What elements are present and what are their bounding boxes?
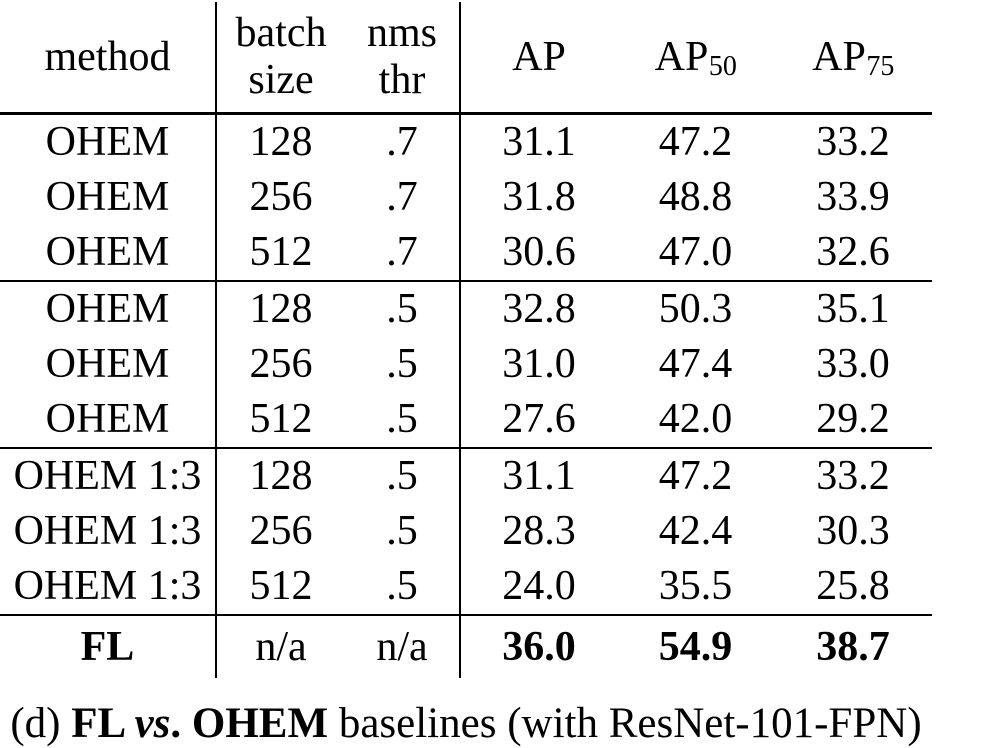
cell-batch-size: 128 [216,447,345,504]
cell-method: OHEM [0,337,217,392]
header-method-label: method [44,34,171,80]
cell-ap50: 42.0 [658,396,733,442]
cell-batch-size: 512 [249,396,313,442]
cell-ap: 31.8 [502,174,576,220]
table-row: OHEM 128 .7 31.1 47.2 33.2 [0,113,932,170]
caption-part: . [170,700,192,747]
cell-ap: 31.1 [502,119,576,165]
cell-ap75: 33.2 [816,119,890,165]
header-ap75-base: AP [812,34,866,80]
header-batch-size: batch size [216,2,345,115]
cell-ap75: 33.0 [816,341,890,387]
cell-method: OHEM [0,392,217,448]
header-nms-line1: nms [366,10,437,56]
table-row: OHEM 1:3 512 .5 24.0 35.5 25.8 [0,559,932,615]
header-nms-thr: nms thr [345,2,461,115]
cell-ap50: 48.8 [658,174,733,220]
cell-method: OHEM 1:3 [0,447,217,504]
header-nms-line2: thr [378,57,426,103]
cell-ap: 31.0 [502,341,576,387]
cell-ap50: 47.0 [658,229,733,275]
table-header: method batch size nms thr AP AP50 AP75 [0,2,932,115]
cell-batch-size: 512 [249,229,313,275]
cell-batch-size: n/a [216,614,345,678]
cell-batch-size: 128 [249,119,313,165]
cell-nms-thr: .5 [345,280,461,337]
header-row: method batch size nms thr AP AP50 AP75 [0,2,932,115]
cell-ap75: 35.1 [774,280,932,337]
cell-method: OHEM 1:3 [0,504,217,559]
table-body: OHEM 128.7 31.1 47.2 33.2 OHEM 256.7 31.8 48.8 33… [0,113,932,678]
cell-ap50: 47.4 [658,341,733,387]
table-row: OHEM 1:3 256 .5 28.3 42.4 30.3 [0,504,932,559]
header-ap: AP [460,2,617,115]
header-batch-line2: size [248,57,314,103]
cell-nms-thr: .7 [345,225,461,281]
cell-ap50: 47.2 [617,447,774,504]
table-row: OHEM 256 .5 31.0 47.4 33.0 [0,337,932,392]
header-batch-line1: batch [235,10,327,56]
header-ap50: AP50 [617,2,774,115]
table-row: OHEM 128.5 32.8 50.3 35.1 [0,280,932,337]
cell-ap50: 54.9 [617,614,774,678]
caption-part: (d) [10,700,72,747]
cell-ap: 32.8 [460,280,617,337]
cell-method: FL [0,614,217,678]
header-ap75-subscript: 75 [866,51,895,83]
cell-batch-size: 512 [249,563,313,609]
header-ap50-subscript: 50 [708,51,737,83]
cell-batch-size: 128 [216,280,345,337]
cell-ap75: 38.7 [774,614,932,678]
cell-nms-thr: .7 [345,170,461,225]
table-row: OHEM 1:3 128.5 31.1 47.2 33.2 [0,447,932,504]
cell-ap75: 32.6 [816,229,890,275]
cell-nms-thr: .5 [345,392,461,448]
cell-ap50: 50.3 [617,280,774,337]
cell-ap75: 33.2 [774,447,932,504]
cell-ap: 30.6 [502,229,576,275]
header-ap50-base: AP [654,34,709,80]
cell-ap75: 29.2 [816,396,890,442]
cell-ap50: 47.2 [658,119,733,165]
table-row: OHEM 512 .5 27.6 42.0 29.2 [0,392,932,448]
table-row: OHEM 256 .7 31.8 48.8 33.9 [0,170,932,225]
cell-nms-thr: n/a [345,614,461,678]
cell-ap75: 25.8 [816,563,890,609]
cell-nms-thr: .5 [345,559,461,615]
cell-method: OHEM [0,225,217,281]
table-row: OHEM 512 .7 30.6 47.0 32.6 [0,225,932,281]
cell-ap75: 30.3 [816,508,890,554]
results-table: method batch size nms thr AP AP50 AP75 [0,2,932,678]
table-row: FL n/a n/a 36.0 54.9 38.7 [0,614,932,678]
cell-method: OHEM [0,113,217,170]
cell-ap: 36.0 [460,614,617,678]
cell-method: OHEM [0,170,217,225]
cell-ap50: 35.5 [658,563,733,609]
cell-batch-size: 256 [249,508,313,554]
cell-nms-thr: .7 [345,113,461,170]
caption-part: FL [71,700,135,747]
cell-batch-size: 256 [249,174,313,220]
cell-method: OHEM 1:3 [0,559,217,615]
cell-ap50: 42.4 [658,508,733,554]
cell-nms-thr: .5 [345,504,461,559]
caption-part: OHEM [191,700,329,747]
figure-caption: (d) FL vs. OHEM baselines (with ResNet-1… [0,699,932,748]
cell-method: OHEM [0,280,217,337]
caption-part: vs [134,700,171,747]
cell-nms-thr: .5 [345,337,461,392]
cell-ap: 28.3 [502,508,576,554]
header-method: method [0,2,217,115]
caption-part: baselines (with ResNet-101-FPN) [328,700,922,747]
cell-ap: 31.1 [460,447,617,504]
cell-ap: 24.0 [502,563,576,609]
cell-nms-thr: .5 [345,447,461,504]
header-ap75: AP75 [774,2,932,115]
header-ap-label: AP [512,34,566,80]
cell-ap75: 33.9 [816,174,890,220]
cell-ap: 27.6 [502,396,576,442]
cell-batch-size: 256 [249,341,313,387]
